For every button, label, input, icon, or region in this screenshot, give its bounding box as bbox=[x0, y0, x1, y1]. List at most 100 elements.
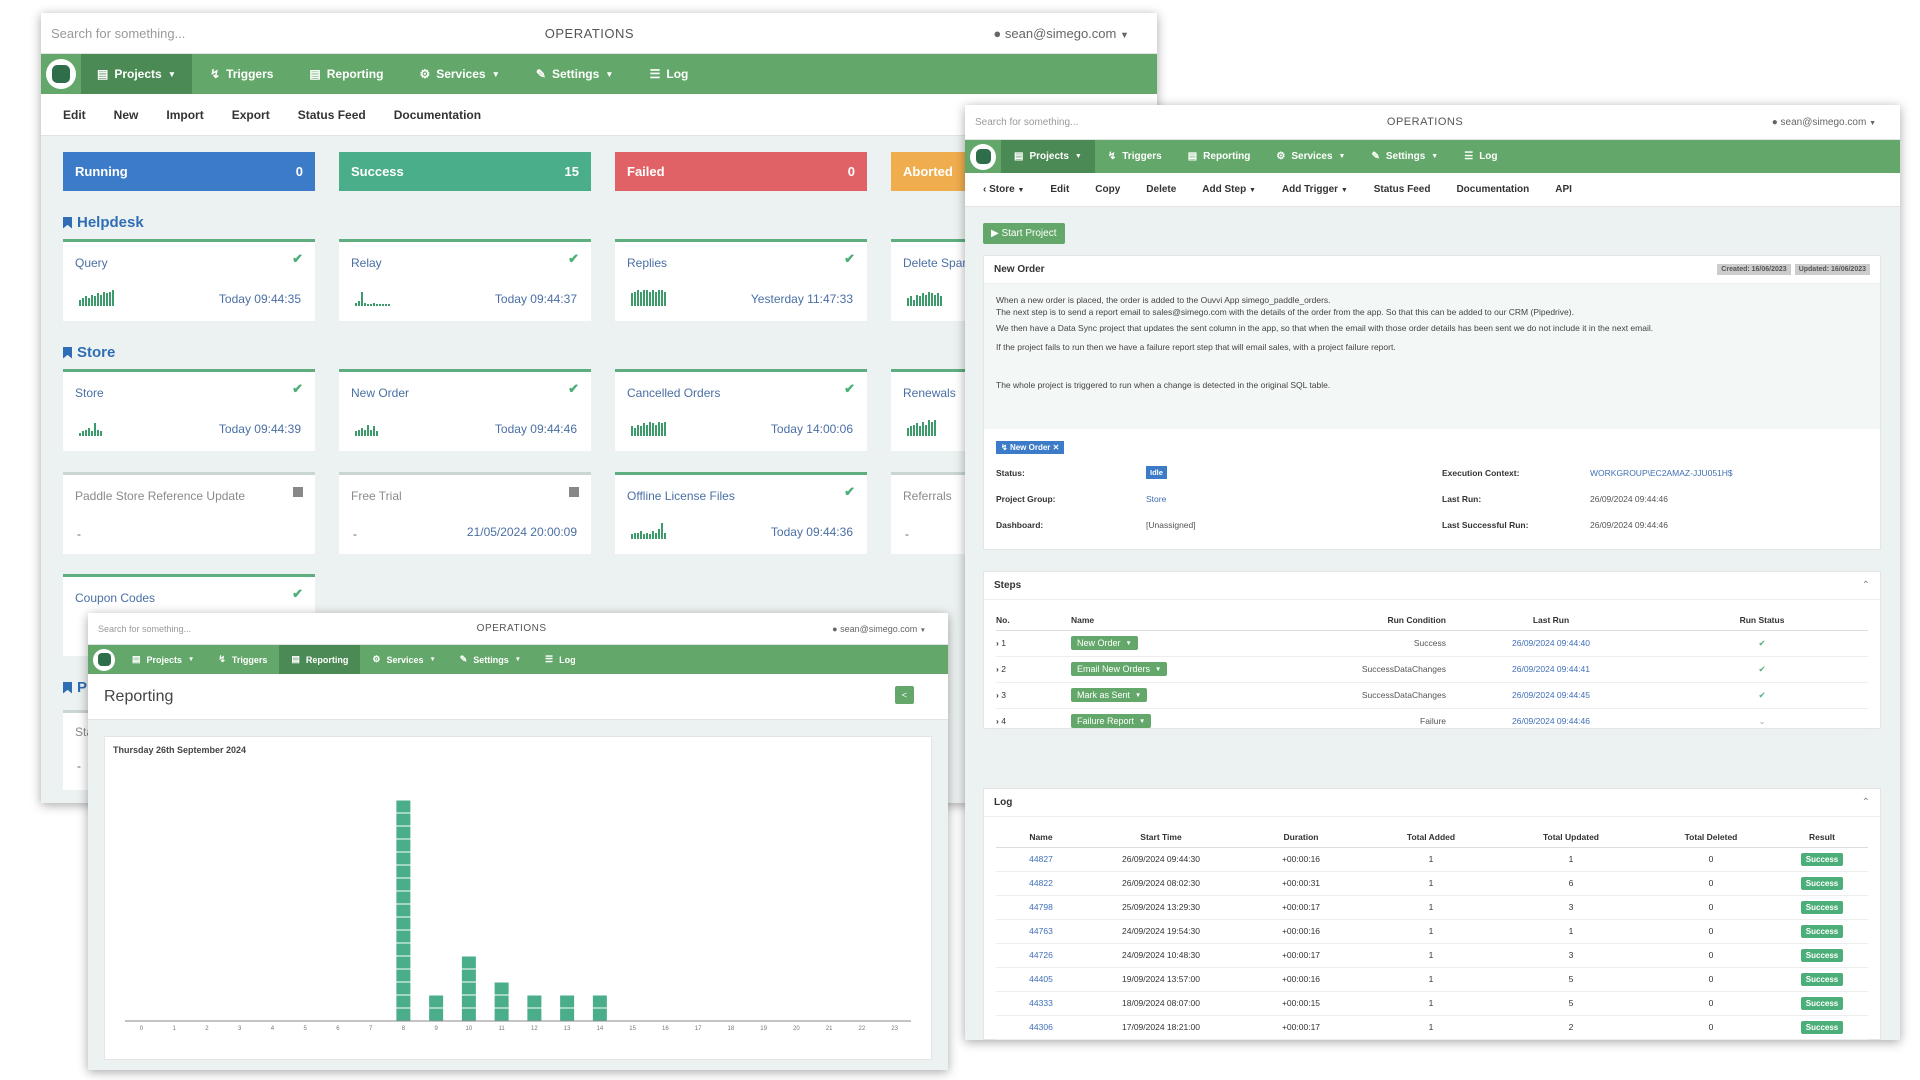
step-number[interactable]: › 4 bbox=[996, 716, 1006, 726]
search-input[interactable]: Search for something... bbox=[51, 25, 186, 41]
nav-reporting[interactable]: ▤ Reporting bbox=[1187, 151, 1251, 162]
bar[interactable] bbox=[396, 800, 411, 1021]
step-name-button[interactable]: Email New Orders ▼ bbox=[1071, 662, 1168, 676]
step-row[interactable]: › 1 New Order ▼ Success 26/09/2024 09:44:40… bbox=[996, 630, 1868, 656]
project-card[interactable]: Free Trial - 21/05/2024 20:00:09 bbox=[339, 472, 591, 554]
bar[interactable] bbox=[461, 956, 476, 1021]
search-input[interactable]: Search for something... bbox=[98, 623, 192, 634]
nav-services[interactable]: ⚙ Services ▼ bbox=[372, 654, 436, 665]
bar[interactable] bbox=[560, 995, 575, 1021]
nav-projects[interactable]: ▤ Projects ▼ bbox=[1001, 140, 1095, 173]
start-project-button[interactable]: ▶ Start Project bbox=[983, 223, 1065, 244]
bar[interactable] bbox=[494, 982, 509, 1021]
edit-button[interactable]: Edit bbox=[63, 107, 86, 122]
status-feed-button[interactable]: Status Feed bbox=[297, 107, 366, 122]
add-step-button[interactable]: Add Step ▼ bbox=[1202, 184, 1256, 195]
status-running[interactable]: Running 0 bbox=[63, 152, 315, 191]
nav-projects[interactable]: ▤ Projects ▼ bbox=[132, 654, 195, 665]
last-run-link[interactable]: 26/09/2024 09:44:41 bbox=[1512, 664, 1590, 674]
nav-log[interactable]: ☰ Log bbox=[649, 67, 689, 81]
log-id-link[interactable]: 44726 bbox=[1029, 950, 1053, 960]
status-success[interactable]: Success 15 bbox=[339, 152, 591, 191]
new-button[interactable]: New bbox=[113, 107, 139, 122]
chevron-up-icon[interactable]: ⌃ bbox=[1861, 580, 1870, 591]
step-number[interactable]: › 1 bbox=[996, 638, 1006, 648]
step-name-button[interactable]: Mark as Sent ▼ bbox=[1071, 688, 1148, 702]
nav-reporting[interactable]: ▤ Reporting bbox=[309, 67, 384, 81]
add-trigger-button[interactable]: Add Trigger ▼ bbox=[1281, 184, 1348, 195]
project-card[interactable]: Cancelled Orders ✔ Today 14:00:06 bbox=[615, 369, 867, 451]
execution-context-link[interactable]: WORKGROUP\EC2AMAZ-JJU051H$ bbox=[1590, 468, 1733, 478]
log-id-link[interactable]: 44333 bbox=[1029, 998, 1053, 1008]
step-name-button[interactable]: New Order ▼ bbox=[1071, 636, 1138, 650]
last-run-link[interactable]: 26/09/2024 09:44:46 bbox=[1512, 716, 1590, 726]
log-row[interactable]: 44822 26/09/2024 08:02:30 +00:00:31 1 6 0 Succ… bbox=[996, 871, 1868, 895]
nav-triggers[interactable]: ↯ Triggers bbox=[210, 67, 274, 81]
step-number[interactable]: › 2 bbox=[996, 664, 1006, 674]
last-run-link[interactable]: 26/09/2024 09:44:40 bbox=[1512, 638, 1590, 648]
project-card[interactable]: Relay ✔ Today 09:44:37 bbox=[339, 239, 591, 321]
log-id-link[interactable]: 44306 bbox=[1029, 1022, 1053, 1032]
log-row[interactable]: 44405 19/09/2024 13:57:00 +00:00:16 1 5 0 Succ… bbox=[996, 967, 1868, 991]
step-row[interactable]: › 2 Email New Orders ▼ SuccessDataChanges 2… bbox=[996, 656, 1868, 682]
documentation-button[interactable]: Documentation bbox=[1456, 184, 1530, 195]
nav-log[interactable]: ☰ Log bbox=[1464, 151, 1498, 162]
trigger-tag[interactable]: ↯ New Order ✕ bbox=[996, 441, 1065, 454]
project-card[interactable]: Store ✔ Today 09:44:39 bbox=[63, 369, 315, 451]
log-id-link[interactable]: 44827 bbox=[1029, 854, 1053, 864]
step-number[interactable]: › 3 bbox=[996, 690, 1006, 700]
nav-settings[interactable]: ✎ Settings ▼ bbox=[535, 67, 614, 81]
nav-reporting[interactable]: ▤ Reporting bbox=[279, 645, 361, 674]
back-button[interactable]: < bbox=[894, 686, 914, 704]
last-run-link[interactable]: 26/09/2024 09:44:45 bbox=[1512, 690, 1590, 700]
export-button[interactable]: Export bbox=[231, 107, 270, 122]
edit-button[interactable]: Edit bbox=[1050, 184, 1070, 195]
log-row[interactable]: 44333 18/09/2024 08:07:00 +00:00:15 1 5 0 Succ… bbox=[996, 991, 1868, 1015]
logo-area[interactable] bbox=[965, 140, 1001, 173]
nav-services[interactable]: ⚙ Services ▼ bbox=[419, 67, 500, 81]
copy-button[interactable]: Copy bbox=[1095, 184, 1121, 195]
api-button[interactable]: API bbox=[1555, 184, 1572, 195]
store-breadcrumb[interactable]: ‹ Store ▼ bbox=[983, 184, 1025, 195]
user-menu[interactable]: ● sean@simego.com ▼ bbox=[832, 623, 926, 634]
project-card[interactable]: New Order ✔ Today 09:44:46 bbox=[339, 369, 591, 451]
log-row[interactable]: 44827 26/09/2024 09:44:30 +00:00:16 1 1 0 Succ… bbox=[996, 847, 1868, 871]
log-id-link[interactable]: 44763 bbox=[1029, 926, 1053, 936]
nav-projects[interactable]: ▤ Projects ▼ bbox=[81, 54, 192, 94]
bar[interactable] bbox=[527, 995, 542, 1021]
step-row[interactable]: › 4 Failure Report ▼ Failure 26/09/2024 09:… bbox=[996, 708, 1868, 734]
log-row[interactable]: 44306 17/09/2024 18:21:00 +00:00:17 1 2 0 Succ… bbox=[996, 1015, 1868, 1039]
log-id-link[interactable]: 44405 bbox=[1029, 974, 1053, 984]
user-menu[interactable]: ● sean@simego.com ▼ bbox=[993, 25, 1129, 41]
nav-triggers[interactable]: ↯ Triggers bbox=[1107, 151, 1162, 162]
nav-settings[interactable]: ✎ Settings ▼ bbox=[459, 654, 522, 665]
chevron-up-icon[interactable]: ⌃ bbox=[1861, 797, 1870, 808]
log-row[interactable]: 44763 24/09/2024 19:54:30 +00:00:16 1 1 0 Succ… bbox=[996, 919, 1868, 943]
project-card[interactable]: Paddle Store Reference Update - bbox=[63, 472, 315, 554]
user-menu[interactable]: ● sean@simego.com ▼ bbox=[1771, 116, 1876, 128]
nav-services[interactable]: ⚙ Services ▼ bbox=[1276, 151, 1346, 162]
nav-settings[interactable]: ✎ Settings ▼ bbox=[1371, 151, 1439, 162]
delete-button[interactable]: Delete bbox=[1146, 184, 1177, 195]
log-id-link[interactable]: 44798 bbox=[1029, 902, 1053, 912]
log-row[interactable]: 44798 25/09/2024 13:29:30 +00:00:17 1 3 0 Succ… bbox=[996, 895, 1868, 919]
bar[interactable] bbox=[592, 995, 607, 1021]
step-row[interactable]: › 3 Mark as Sent ▼ SuccessDataChanges 26/09… bbox=[996, 682, 1868, 708]
close-icon[interactable]: ✕ bbox=[1050, 443, 1060, 452]
status-failed[interactable]: Failed 0 bbox=[615, 152, 867, 191]
documentation-button[interactable]: Documentation bbox=[393, 107, 482, 122]
status-feed-button[interactable]: Status Feed bbox=[1373, 184, 1431, 195]
nav-triggers[interactable]: ↯ Triggers bbox=[218, 654, 268, 665]
project-card[interactable]: Replies ✔ Yesterday 11:47:33 bbox=[615, 239, 867, 321]
logo-area[interactable] bbox=[88, 645, 120, 674]
log-id-link[interactable]: 44822 bbox=[1029, 878, 1053, 888]
logo-area[interactable] bbox=[41, 54, 81, 94]
log-row[interactable]: 44726 24/09/2024 10:48:30 +00:00:17 1 3 0 Succ… bbox=[996, 943, 1868, 967]
import-button[interactable]: Import bbox=[166, 107, 204, 122]
project-card[interactable]: Query ✔ Today 09:44:35 bbox=[63, 239, 315, 321]
nav-log[interactable]: ☰ Log bbox=[545, 654, 576, 665]
project-card[interactable]: Offline License Files ✔ Today 09:44:36 bbox=[615, 472, 867, 554]
search-input[interactable]: Search for something... bbox=[975, 116, 1079, 128]
project-group-link[interactable]: Store bbox=[1146, 494, 1167, 504]
bar[interactable] bbox=[429, 995, 444, 1021]
